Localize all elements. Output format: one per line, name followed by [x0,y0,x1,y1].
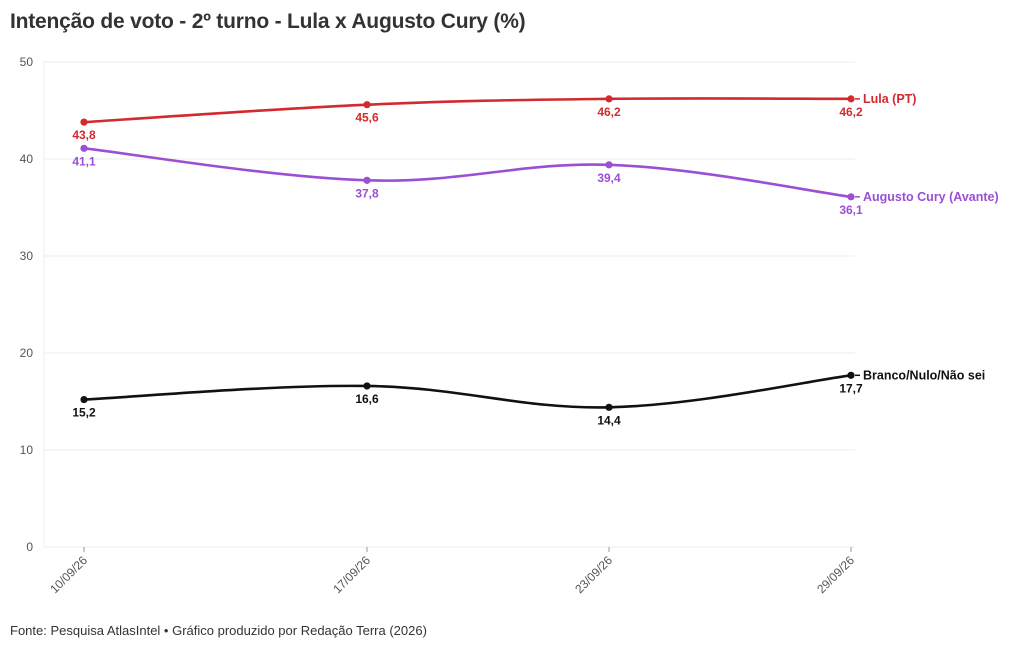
data-point [80,118,88,126]
data-point [847,193,855,201]
data-label: 46,2 [839,105,863,119]
series-name-label: Augusto Cury (Avante) [863,190,999,204]
data-label: 41,1 [72,154,96,168]
series-line [82,147,853,199]
y-tick-label: 30 [20,249,34,263]
y-tick-label: 40 [20,152,34,166]
series-name-label: Branco/Nulo/Não sei [863,368,985,382]
y-tick-label: 20 [20,346,34,360]
y-tick-label: 50 [20,55,34,69]
source-footer: Fonte: Pesquisa AtlasIntel • Gráfico pro… [10,623,427,638]
y-axis: 0 10 20 30 40 50 [20,55,45,554]
data-point [847,95,855,103]
data-label: 39,4 [597,171,621,185]
chart-title: Intenção de voto - 2º turno - Lula x Aug… [10,10,526,33]
data-point [363,382,371,390]
data-label: 46,2 [597,105,621,119]
data-point [605,403,613,411]
data-label: 37,8 [355,186,379,200]
data-point [605,161,613,169]
x-tick-label: 23/09/26 [572,553,615,596]
data-point [80,144,88,152]
data-point [605,95,613,103]
y-tick-label: 0 [26,540,33,554]
data-label: 45,6 [355,111,379,125]
series-line [82,97,853,124]
data-label: 43,8 [72,128,96,142]
data-label: 36,1 [839,203,863,217]
data-point [363,101,371,109]
x-axis: 10/09/26 17/09/26 23/09/26 29/09/26 [47,547,857,596]
data-label: 16,6 [355,392,379,406]
x-tick-label: 29/09/26 [814,553,857,596]
data-label: 14,4 [597,413,621,427]
data-label: 15,2 [72,406,96,420]
series-line [82,374,853,409]
data-point [363,176,371,184]
data-label: 17,7 [839,381,863,395]
y-tick-label: 10 [20,443,34,457]
data-point [847,371,855,379]
grid-lines [44,61,855,548]
data-point [80,395,88,404]
x-tick-label: 17/09/26 [330,553,373,596]
series-name-label: Lula (PT) [863,92,916,106]
x-tick-label: 10/09/26 [47,553,90,596]
